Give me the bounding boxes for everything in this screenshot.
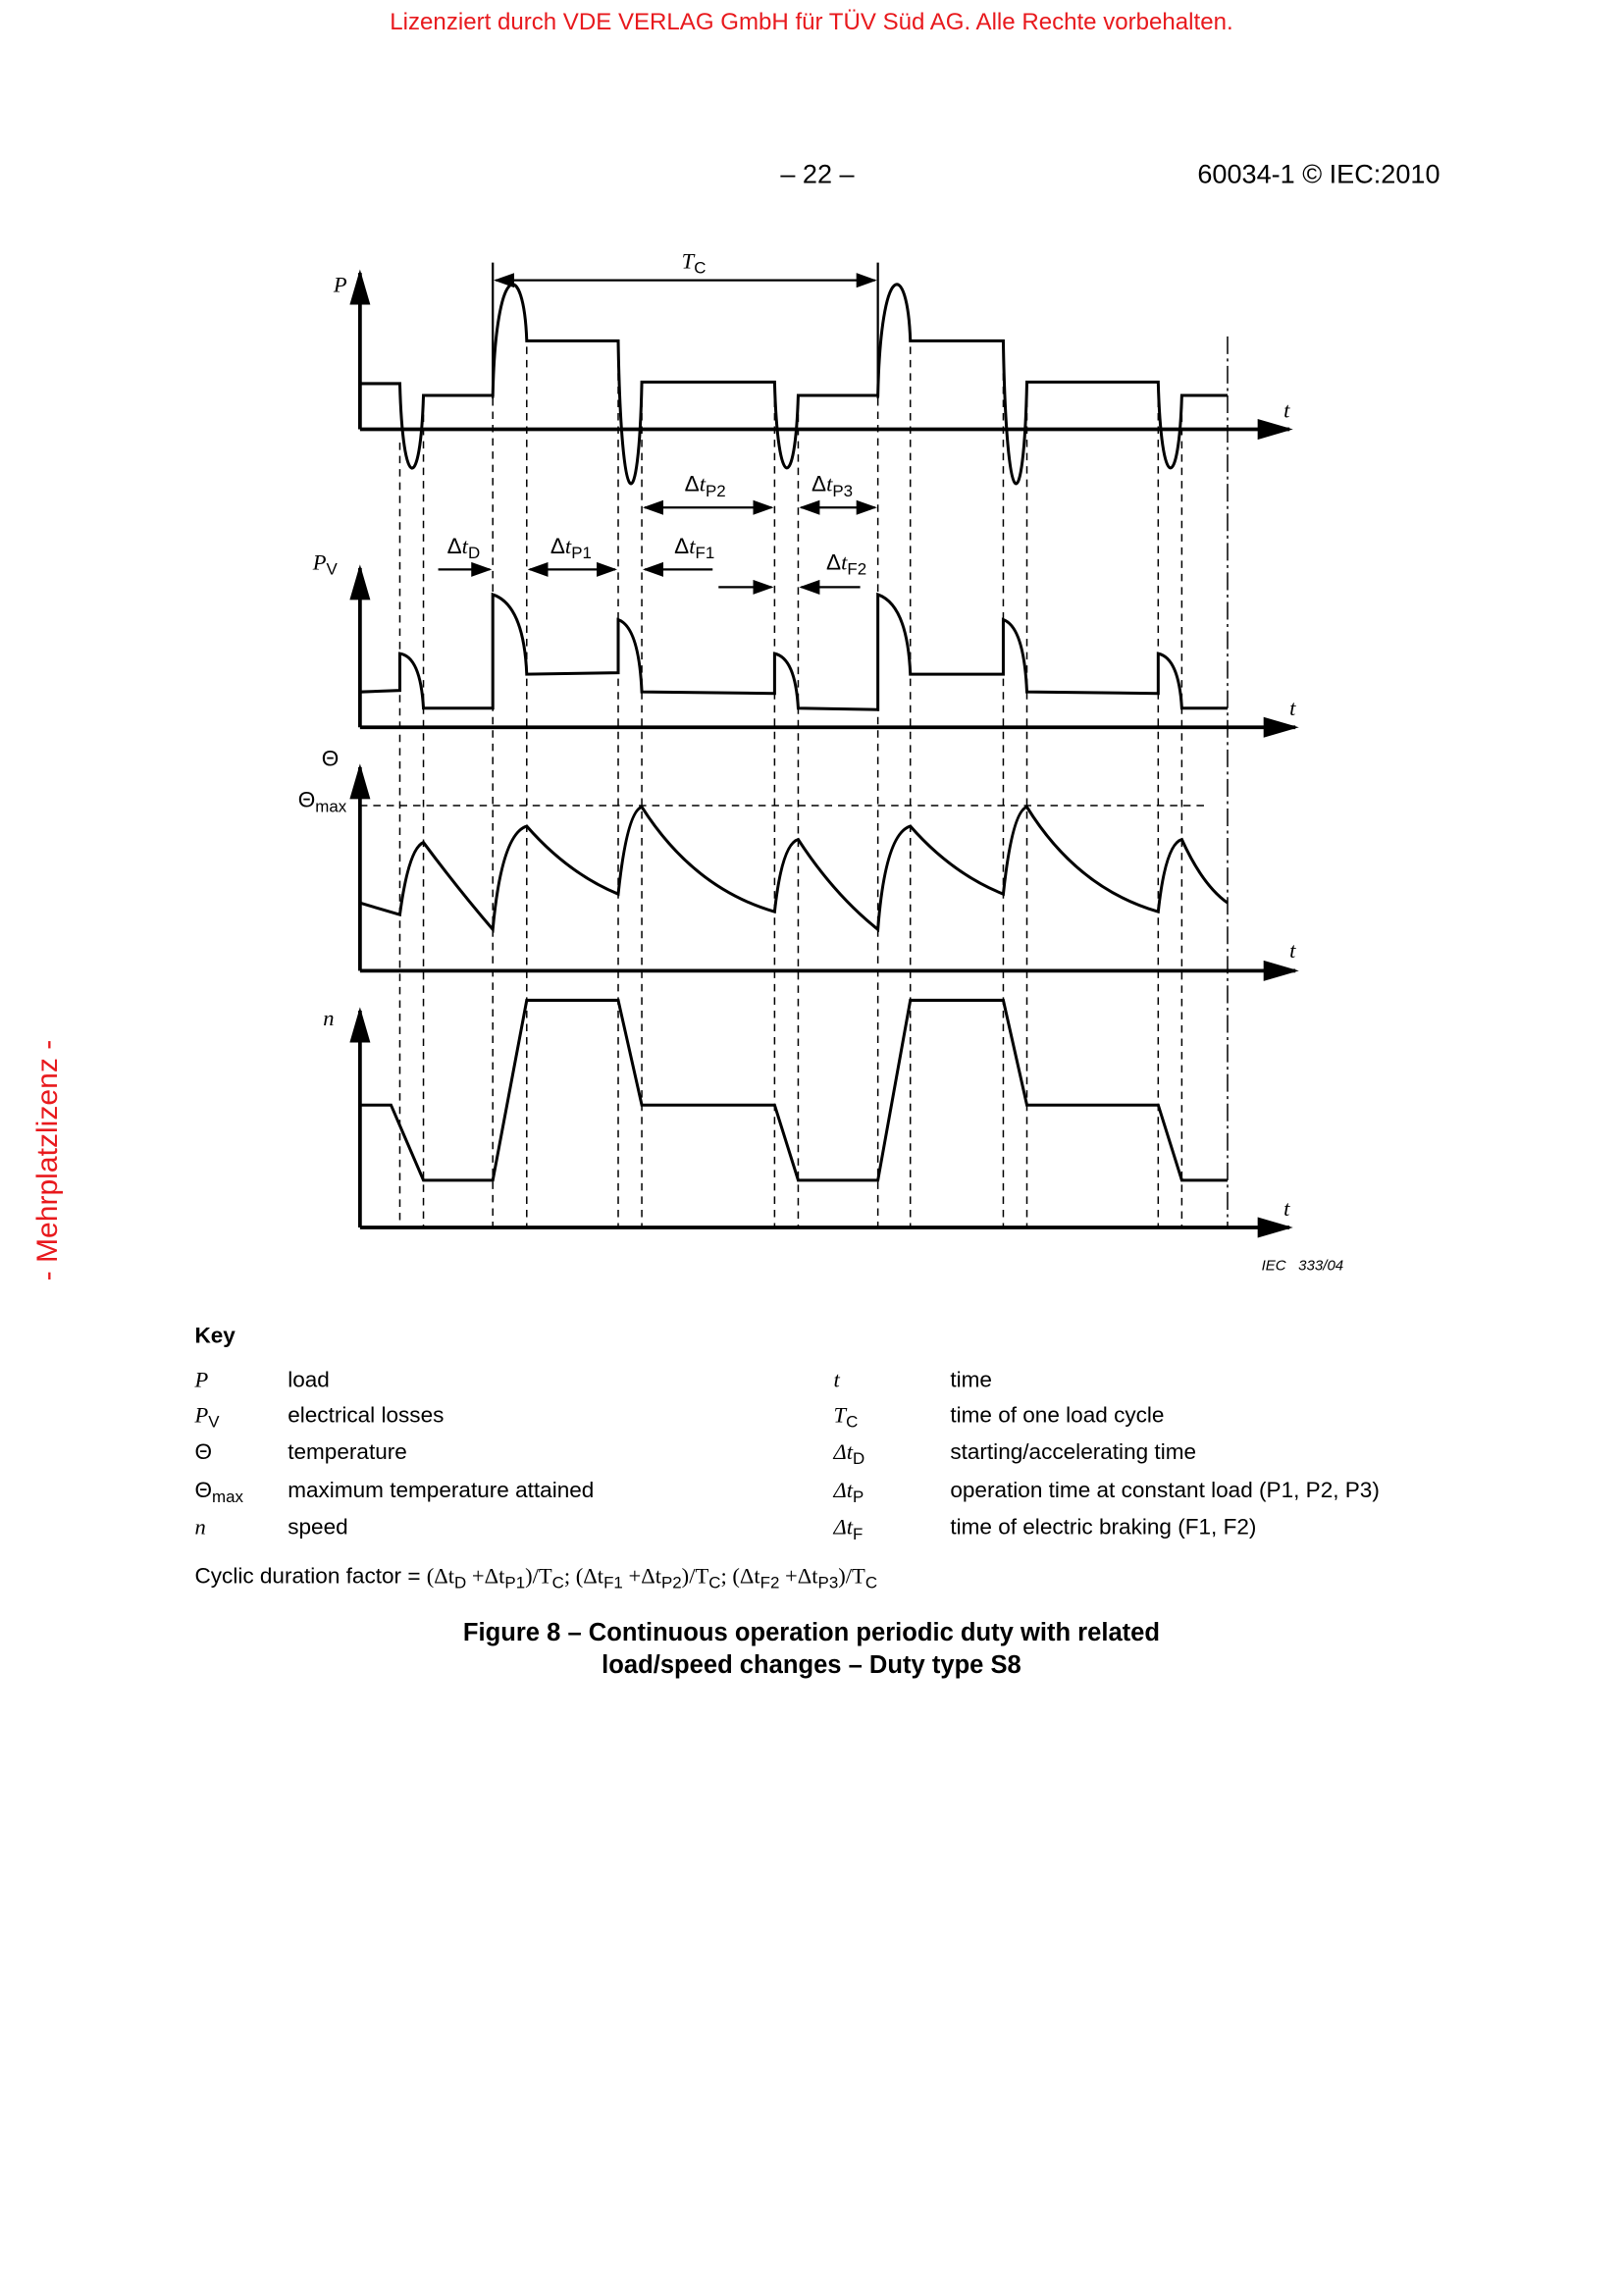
formula-part: ; (Δt [720, 1565, 760, 1590]
key-symbol: P [194, 1369, 209, 1393]
key-symbol: Θ [194, 1439, 213, 1466]
key-description: maximum temperature attained [288, 1478, 595, 1504]
temperature-curve [359, 805, 1229, 933]
axis-label-t: t [1289, 939, 1296, 964]
key-description: speed [288, 1515, 348, 1540]
axis-label-t: t [1283, 1197, 1290, 1222]
formula-subscript: F2 [759, 1574, 780, 1592]
formula-part: ; (Δt [563, 1565, 604, 1590]
load-curve [359, 283, 1228, 486]
formula-subscript: P2 [660, 1574, 682, 1592]
axis-label-p: P [333, 274, 347, 298]
key-symbol: PV [194, 1404, 220, 1433]
formula-subscript: C [864, 1574, 878, 1592]
dtf2-label: ΔtF2 [826, 549, 867, 579]
formula-part: +Δt [466, 1565, 505, 1590]
key-description: load [288, 1367, 330, 1393]
key-symbol: ΔtD [833, 1441, 865, 1469]
losses-curve [359, 592, 1228, 711]
axis-label-t: t [1283, 399, 1290, 424]
formula-part: )/T [838, 1565, 865, 1590]
key-symbol: ΔtP [833, 1480, 864, 1507]
dtf1-label: ΔtF1 [674, 534, 715, 563]
axis-label-theta: Θ [321, 746, 340, 772]
key-symbol: n [194, 1516, 206, 1540]
document-id: 60034-1 © IEC:2010 [1197, 159, 1440, 189]
dtd-label: ΔtD [446, 534, 481, 563]
formula-subscript: C [551, 1574, 564, 1592]
key-description: time [950, 1367, 992, 1393]
key-symbol: t [833, 1369, 840, 1393]
formula-part: )/T [525, 1565, 552, 1590]
cyclic-duration-formula: Cyclic duration factor = (ΔtD +ΔtP1)/TC;… [194, 1563, 878, 1592]
formula-subscript: F1 [603, 1574, 623, 1592]
key-description: time of electric braking (F1, F2) [950, 1515, 1257, 1540]
axis-label-t: t [1289, 698, 1296, 722]
formula-subscript: P3 [817, 1574, 839, 1592]
figure-caption-line2: load/speed changes – Duty type S8 [602, 1650, 1021, 1680]
key-description: electrical losses [288, 1402, 445, 1429]
axis-label-theta-max: Θmax [297, 787, 347, 817]
formula-part: )/T [681, 1565, 709, 1590]
dashed-guides [359, 346, 1207, 1227]
formula-subscript: D [454, 1574, 467, 1592]
formula-part: (Δt [426, 1565, 455, 1590]
page-number: – 22 – [780, 159, 855, 189]
key-description: time of one load cycle [950, 1402, 1165, 1429]
key-title: Key [194, 1323, 236, 1349]
key-description: temperature [288, 1439, 407, 1466]
key-description: starting/accelerating time [950, 1439, 1197, 1466]
license-watermark: Lizenziert durch VDE VERLAG GmbH für TÜV… [390, 10, 1233, 36]
figure-id: IEC 333/04 [1261, 1258, 1344, 1276]
figure-caption-line1: Figure 8 – Continuous operation periodic… [462, 1618, 1161, 1647]
dtp1-label: ΔtP1 [550, 534, 592, 563]
formula-subscript: P1 [504, 1574, 526, 1592]
key-symbol: ΔtF [833, 1516, 864, 1544]
formula-subscript: C [708, 1574, 721, 1592]
key-description: operation time at constant load (P1, P2,… [950, 1478, 1380, 1504]
formula-part: +Δt [622, 1565, 661, 1590]
dtp2-label: ΔtP2 [684, 472, 726, 501]
axis-label-n: n [323, 1007, 335, 1032]
key-symbol: TC [833, 1404, 859, 1433]
key-symbol: Θmax [194, 1478, 244, 1507]
dtp3-label: ΔtP3 [811, 472, 854, 501]
axis-label-pv: PV [312, 551, 338, 579]
tc-label: TC [681, 250, 707, 279]
speed-curve [359, 998, 1228, 1182]
axes [349, 269, 1299, 1238]
formula-part: +Δt [779, 1565, 818, 1590]
